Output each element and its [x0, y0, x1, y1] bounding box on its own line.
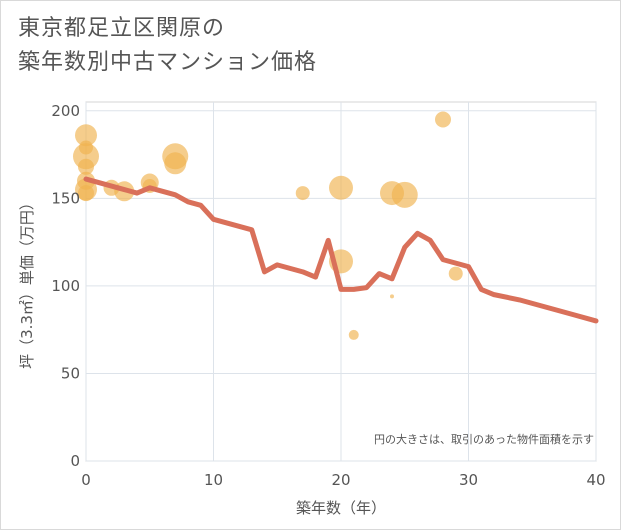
y-tick-label: 50	[61, 364, 80, 382]
data-bubble	[390, 294, 394, 299]
x-axis-label: 築年数（年）	[296, 499, 386, 517]
data-bubble	[448, 266, 463, 281]
y-tick-labels: 0 50 100 150 200	[51, 102, 80, 470]
x-tick-labels: 0 10 20 30 40	[81, 471, 605, 489]
x-tick-label: 40	[586, 471, 605, 489]
y-axis-label: 坪（3.3㎡）単価（万円）	[18, 195, 36, 369]
data-bubble	[348, 329, 359, 340]
average-price-line	[83, 176, 599, 324]
x-tick-label: 0	[81, 471, 91, 489]
title-line-1: 東京都足立区関原の	[18, 16, 226, 41]
y-tick-label: 150	[51, 189, 80, 207]
data-bubble	[391, 181, 418, 208]
chart-title: 東京都足立区関原の 築年数別中古マンション価格	[18, 12, 317, 80]
data-bubble	[435, 111, 451, 128]
x-tick-label: 20	[331, 471, 350, 489]
y-tick-label: 200	[51, 102, 80, 120]
data-bubble	[164, 152, 187, 175]
x-tick-label: 30	[459, 471, 478, 489]
data-bubble	[75, 124, 97, 147]
data-bubble	[295, 186, 310, 201]
title-line-2: 築年数別中古マンション価格	[18, 50, 318, 75]
data-bubble	[78, 158, 94, 175]
data-bubble	[329, 175, 353, 200]
y-tick-label: 0	[70, 452, 80, 470]
data-bubble	[78, 185, 94, 202]
size-note: 円の大きさは、取引のあった物件面積を示す	[374, 432, 594, 446]
x-tick-label: 10	[204, 471, 223, 489]
y-tick-label: 100	[51, 277, 80, 295]
